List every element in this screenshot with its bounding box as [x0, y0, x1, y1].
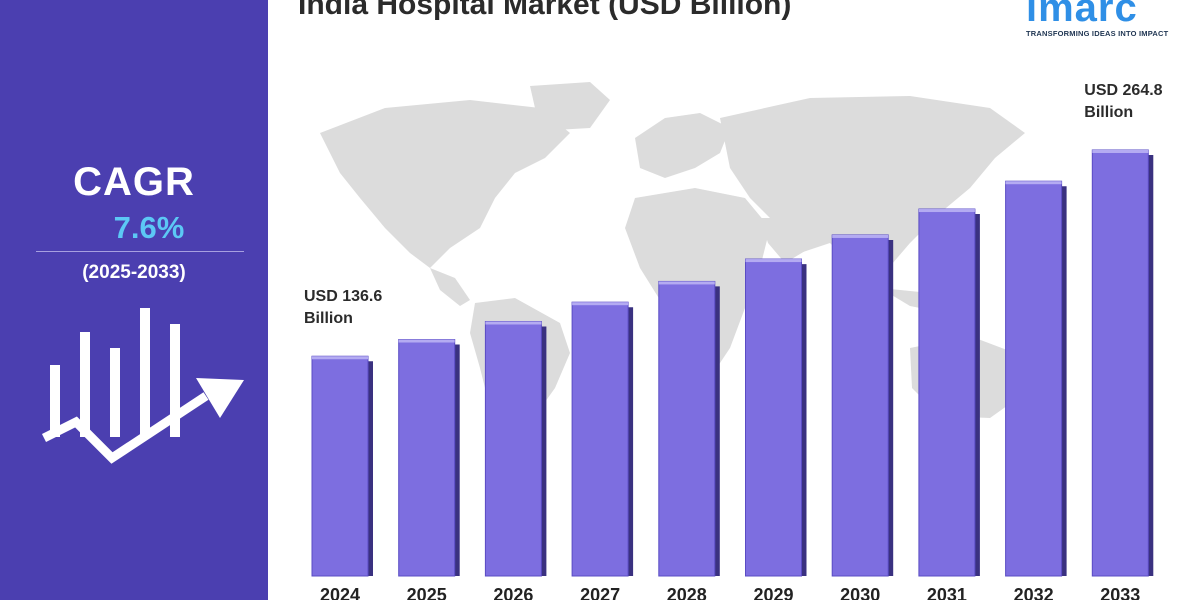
x-tick-label-2025: 2025 [407, 585, 447, 600]
bar-rect [658, 280, 716, 577]
x-tick-label-2032: 2032 [1014, 585, 1054, 600]
bar-2031 [918, 208, 980, 577]
bar-2026 [484, 320, 547, 577]
bar-side [541, 326, 547, 576]
bar-2032 [1005, 180, 1067, 577]
x-tick-label-2029: 2029 [753, 585, 793, 600]
data-label-line2: Billion [304, 310, 353, 328]
x-tick-label-2027: 2027 [580, 585, 620, 600]
bar-2030 [831, 234, 894, 577]
bar-top-edge [485, 321, 542, 325]
data-label-2033: USD 264.8 Billion [1084, 80, 1162, 124]
bar-rect [484, 320, 542, 577]
data-label-line1: USD 264.8 [1084, 82, 1163, 99]
x-tick-label-2028: 2028 [667, 585, 707, 600]
bar-rect [398, 339, 456, 577]
x-tick-label-2031: 2031 [927, 585, 967, 600]
bar-side [801, 264, 807, 576]
bar-top-edge [398, 339, 455, 343]
bar-2024 [311, 355, 373, 577]
bar-2025 [398, 339, 460, 577]
x-tick-label-2033: 2033 [1100, 585, 1140, 600]
data-label-line2: Billion [1084, 104, 1134, 121]
x-tick-label-2026: 2026 [493, 585, 533, 600]
data-label-line1: USD 136.6 [304, 288, 383, 306]
bar-top-edge [1005, 181, 1062, 185]
bar-2028 [658, 280, 720, 577]
bar-rect [571, 301, 629, 577]
bar-side [628, 307, 634, 576]
x-tick-label-2024: 2024 [320, 585, 360, 600]
period-label: (2025-2033) [82, 262, 186, 283]
bar-side [974, 214, 980, 576]
logo-tagline: TRANSFORMING IDEAS INTO IMPACT [1026, 29, 1169, 38]
bar-rect [1005, 180, 1063, 577]
bar-rect [1091, 149, 1149, 577]
cagr-label: CAGR [73, 160, 195, 204]
bar-top-edge [312, 356, 368, 360]
bar-top-edge [918, 209, 975, 213]
logo-text: imarc [1026, 0, 1138, 30]
bar-top-edge [658, 281, 715, 285]
bar-rect [311, 355, 369, 577]
bar-rect [831, 234, 889, 577]
x-tick-label-2030: 2030 [840, 585, 880, 600]
bar-top-edge [1092, 150, 1149, 153]
bar-top-edge [572, 302, 629, 306]
bar-side [888, 239, 894, 576]
chart-title: India Hospital Market (USD Billion) [298, 0, 792, 21]
divider [36, 251, 244, 252]
data-label-2024: USD 136.6 Billion [304, 286, 382, 330]
bar-rect [745, 258, 802, 577]
cagr-value: 7.6% [113, 210, 185, 245]
bar-side [454, 344, 460, 576]
bar-side [1061, 186, 1067, 577]
bar-2027 [571, 301, 634, 577]
bar-rect [918, 208, 976, 577]
bar-top-edge [745, 259, 802, 263]
bar-chart-growth-arrow-icon [41, 308, 244, 464]
bar-side [714, 286, 720, 576]
left-panel: CAGR 7.6% (2025-2033) [0, 0, 268, 600]
bar-top-edge [832, 234, 889, 238]
imarc-logo: imarc TRANSFORMING IDEAS INTO IMPACT [1026, 0, 1186, 38]
bar-side [1148, 155, 1154, 576]
bar-side [368, 361, 373, 576]
bar-2029 [745, 258, 807, 577]
bar-2033 [1091, 149, 1154, 577]
